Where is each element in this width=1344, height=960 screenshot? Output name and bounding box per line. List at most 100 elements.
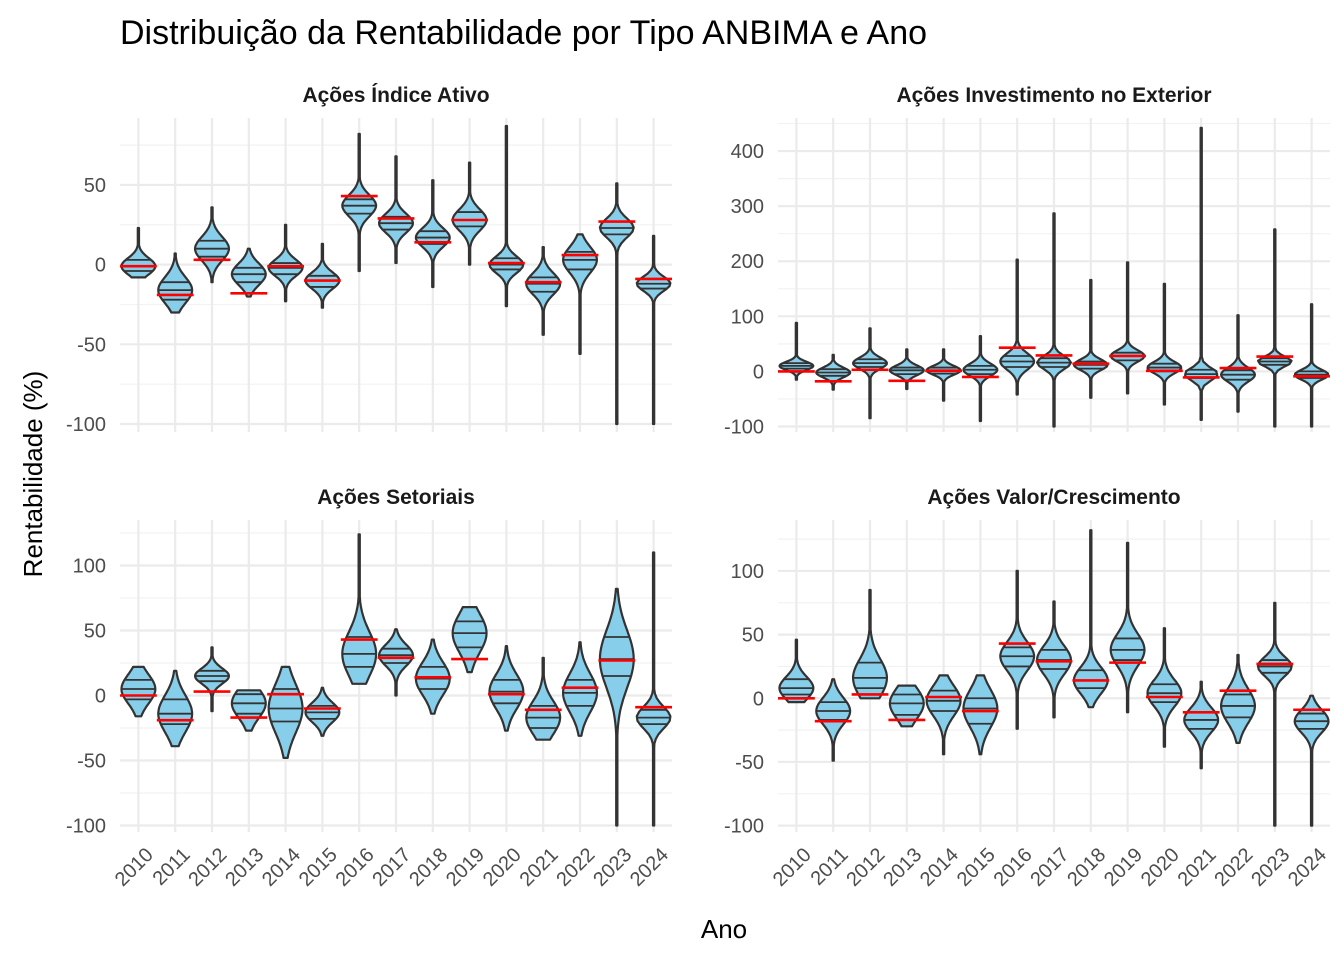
x-tick-label: 2021 [1174, 844, 1221, 891]
violin-2019 [451, 606, 488, 674]
violin-2022 [561, 641, 599, 737]
violin-2012 [851, 327, 889, 420]
x-axis-title: Ano [701, 914, 747, 944]
violin-shape [999, 569, 1036, 730]
violin-2011 [156, 669, 194, 748]
y-tick-label: 50 [84, 621, 106, 643]
violin-shape [1109, 541, 1146, 714]
violin-2020 [1146, 282, 1183, 406]
violin-2010 [120, 226, 157, 279]
y-tick-label: 0 [95, 686, 106, 708]
violin-shape [1257, 228, 1293, 428]
violin-2021 [524, 246, 562, 336]
facet-panel-2: Ações Investimento no Exterior -100 0 100 20… [724, 84, 1330, 438]
violin-2013 [888, 684, 926, 728]
x-tick-label: 2023 [589, 844, 636, 891]
violin-2019 [451, 161, 488, 266]
violin-2020 [1146, 627, 1183, 748]
x-tick-label: 2023 [1247, 844, 1294, 891]
violin-shape [488, 124, 525, 308]
violin-2012 [851, 588, 889, 700]
violin-shape [451, 606, 488, 674]
y-tick-label: 300 [731, 196, 764, 218]
violin-2014 [267, 665, 304, 759]
violin-2017 [1035, 212, 1073, 428]
violin-2020 [488, 645, 525, 732]
x-tick-label: 2019 [442, 844, 489, 891]
violin-2023 [598, 587, 636, 827]
violin-2015 [962, 674, 999, 756]
violin-shape [157, 669, 194, 748]
violin-shape [962, 674, 999, 756]
violin-2024 [635, 551, 672, 827]
violin-shape [267, 665, 304, 759]
violin-2015 [304, 242, 341, 309]
violin-shape [120, 226, 157, 279]
x-tick-label: 2012 [842, 844, 889, 891]
violin-shape [341, 533, 378, 685]
x-tick-label: 2012 [184, 844, 231, 891]
violin-shape [230, 247, 267, 298]
violin-shape [962, 335, 999, 423]
x-tick-label: 2020 [479, 844, 526, 891]
violin-shape [562, 233, 598, 355]
violin-shape [1293, 303, 1330, 428]
x-tick-label: 2022 [1210, 844, 1257, 891]
facet-title: Ações Valor/Crescimento [927, 486, 1180, 509]
violin-2022 [1219, 653, 1257, 744]
x-tick-label: 2018 [1063, 844, 1110, 891]
violin-shape [1220, 653, 1256, 744]
x-tick-label: 2013 [879, 844, 926, 891]
violin-2015 [962, 335, 999, 423]
x-tick-label: 2016 [990, 844, 1037, 891]
y-tick-label: 50 [742, 625, 764, 647]
x-tick-label: 2024 [1284, 844, 1331, 891]
violin-shape [925, 348, 962, 402]
violin-2023 [1256, 228, 1294, 428]
violin-shape [341, 132, 378, 273]
x-tick-label: 2016 [332, 844, 379, 891]
x-tick-label: 2013 [221, 844, 268, 891]
y-tick-label: -50 [77, 334, 106, 356]
y-tick-label: 0 [753, 688, 764, 710]
facet-title: Ações Investimento no Exterior [896, 84, 1211, 107]
violin-2011 [814, 353, 852, 391]
violin-shape [120, 665, 157, 718]
violin-2012 [193, 206, 231, 284]
violin-2016 [998, 258, 1036, 396]
violin-2010 [778, 321, 815, 381]
violin-shape [598, 182, 635, 426]
violin-2010 [778, 638, 815, 704]
x-tick-label: 2015 [295, 844, 342, 891]
y-tick-label: 0 [753, 361, 764, 383]
violin-2017 [377, 628, 415, 697]
violin-2016 [340, 132, 378, 273]
y-tick-label: -100 [66, 414, 106, 436]
violin-2014 [925, 674, 962, 756]
facet-title: Ações Índice Ativo [302, 84, 489, 107]
x-tick-label: 2014 [258, 844, 305, 891]
y-tick-label: 200 [731, 251, 764, 273]
x-tick-label: 2018 [405, 844, 452, 891]
x-tick-label: 2011 [149, 844, 195, 890]
violin-2023 [598, 182, 636, 426]
x-tick-label: 2020 [1137, 844, 1184, 891]
violin-2016 [998, 569, 1036, 730]
violin-shape [852, 327, 888, 420]
violin-shape [925, 674, 962, 756]
x-tick-label: 2019 [1100, 844, 1147, 891]
violin-2021 [1182, 680, 1220, 770]
violin-2024 [1293, 694, 1330, 827]
x-tick-label: 2017 [1026, 844, 1073, 891]
x-tick-label: 2011 [807, 844, 853, 890]
violin-2020 [488, 124, 525, 308]
y-tick-label: -50 [735, 752, 764, 774]
violin-shape [1293, 694, 1330, 827]
violin-2013 [230, 247, 268, 298]
y-tick-label: -100 [66, 816, 106, 838]
violin-shape [488, 645, 525, 732]
violin-2018 [1072, 529, 1110, 709]
violin-shape [888, 348, 925, 391]
violin-shape [230, 689, 267, 732]
